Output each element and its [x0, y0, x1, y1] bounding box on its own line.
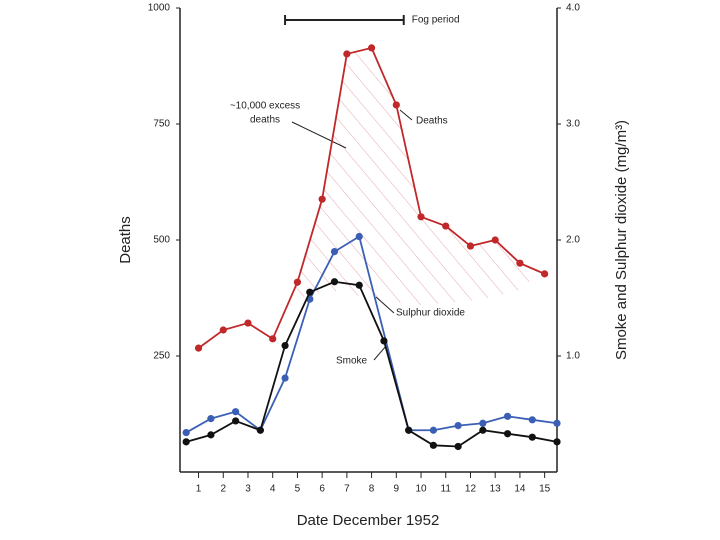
- data-point: [281, 341, 289, 350]
- x-tick-label: 3: [245, 484, 251, 495]
- data-point: [491, 236, 499, 244]
- data-point: [293, 278, 302, 286]
- data-point: [194, 344, 203, 352]
- y2-tick-label: 3.0: [566, 119, 580, 130]
- annotation: ~10,000 excess: [230, 101, 300, 112]
- data-point: [479, 426, 487, 434]
- data-point: [207, 431, 215, 439]
- series-label: Deaths: [416, 116, 448, 127]
- leader-line: [373, 345, 387, 361]
- data-point: [429, 441, 437, 449]
- data-point: [355, 281, 363, 289]
- data-point: [417, 213, 425, 221]
- data-point: [269, 335, 277, 343]
- data-point: [503, 412, 512, 420]
- x-tick-label: 14: [514, 484, 526, 495]
- data-point: [232, 408, 240, 416]
- x-tick-label: 2: [220, 484, 226, 495]
- data-point: [256, 426, 264, 434]
- x-tick-label: 13: [490, 484, 502, 495]
- data-point: [528, 416, 536, 424]
- data-point: [306, 288, 314, 296]
- data-point: [182, 428, 190, 437]
- data-point: [503, 430, 512, 438]
- y2-axis-label: Smoke and Sulphur dioxide (mg/m³): [613, 120, 630, 360]
- x-tick-label: 1: [196, 484, 202, 495]
- x-tick-label: 9: [394, 484, 400, 495]
- x-tick-label: 6: [319, 484, 325, 495]
- data-point: [479, 419, 487, 427]
- y-tick-label: 1000: [148, 3, 171, 14]
- x-tick-label: 15: [539, 484, 551, 495]
- x-tick-label: 4: [270, 484, 276, 495]
- y2-tick-label: 2.0: [566, 235, 580, 246]
- x-tick-label: 12: [465, 484, 477, 495]
- data-point: [541, 270, 549, 278]
- data-point: [367, 44, 376, 52]
- leader-line: [399, 109, 413, 121]
- data-point: [553, 438, 561, 446]
- y-tick-label: 500: [153, 235, 170, 246]
- data-point: [330, 278, 339, 286]
- y2-tick-label: 1.0: [566, 351, 580, 362]
- x-tick-label: 7: [344, 484, 350, 495]
- data-point: [182, 438, 190, 446]
- data-point: [207, 415, 215, 423]
- y-tick-label: 250: [153, 351, 170, 362]
- y-tick-label: 750: [153, 119, 170, 130]
- data-point: [454, 422, 462, 430]
- data-point: [392, 101, 400, 109]
- data-point: [318, 195, 326, 203]
- data-point: [429, 426, 437, 434]
- data-point: [281, 374, 289, 382]
- x-tick-label: 8: [369, 484, 375, 495]
- data-point: [343, 50, 351, 58]
- x-tick-label: 11: [441, 484, 452, 495]
- annotation: deaths: [250, 115, 280, 126]
- x-axis-label: Date December 1952: [297, 512, 440, 529]
- fog-period-label: Fog period: [412, 15, 460, 26]
- data-point: [232, 417, 240, 425]
- y-axis-label: Deaths: [117, 216, 134, 264]
- data-point: [355, 232, 363, 241]
- data-point: [454, 442, 462, 451]
- data-point: [442, 222, 450, 230]
- data-point: [553, 419, 561, 427]
- data-point: [528, 433, 536, 441]
- data-point: [219, 326, 227, 334]
- y2-tick-label: 4.0: [566, 3, 580, 14]
- data-point: [380, 337, 388, 345]
- data-point: [405, 426, 413, 434]
- data-point: [244, 319, 252, 327]
- data-point: [330, 248, 339, 256]
- leader-line: [375, 296, 395, 314]
- leader-line: [291, 121, 347, 149]
- data-point: [516, 259, 524, 267]
- series-line: [185, 280, 558, 448]
- series-label: Smoke: [336, 356, 368, 367]
- data-point: [466, 242, 475, 250]
- x-tick-label: 5: [295, 484, 301, 495]
- x-tick-label: 10: [415, 484, 427, 495]
- series-label: Sulphur dioxide: [396, 308, 465, 319]
